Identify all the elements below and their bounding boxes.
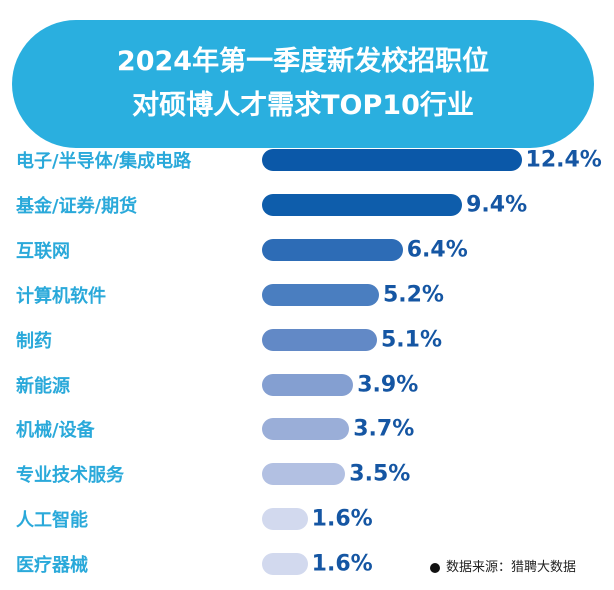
bar bbox=[262, 553, 308, 576]
value-label: 5.2% bbox=[382, 282, 444, 308]
category-label: 互联网 bbox=[16, 240, 70, 262]
value-label: 12.4% bbox=[525, 147, 602, 173]
value-label: 9.4% bbox=[466, 192, 528, 218]
source-note: 数据来源：猎聘大数据 bbox=[430, 556, 576, 575]
title-line-2: 对硕博人才需求TOP10行业 bbox=[132, 90, 474, 121]
bullet-icon bbox=[430, 562, 440, 573]
bar bbox=[262, 328, 377, 351]
bar bbox=[262, 463, 346, 486]
title-line-1: 2024年第一季度新发校招职位 bbox=[116, 46, 490, 77]
value-label: 1.6% bbox=[311, 506, 373, 532]
bar bbox=[262, 149, 522, 171]
title-banner: 2024年第一季度新发校招职位 对硕博人才需求TOP10行业 bbox=[12, 20, 594, 148]
bar bbox=[262, 373, 354, 396]
category-label: 人工智能 bbox=[16, 510, 88, 532]
category-label: 电子/半导体/集成电路 bbox=[16, 151, 192, 172]
value-label: 5.1% bbox=[380, 327, 442, 353]
category-label: 制药 bbox=[16, 330, 52, 352]
category-label: 新能源 bbox=[16, 375, 70, 397]
bar bbox=[262, 508, 308, 531]
source-text: 数据来源：猎聘大数据 bbox=[446, 560, 577, 575]
value-label: 6.4% bbox=[406, 237, 468, 263]
bar bbox=[262, 283, 379, 306]
bar bbox=[262, 193, 463, 216]
category-label: 机械/设备 bbox=[16, 420, 95, 442]
category-label: 计算机软件 bbox=[16, 285, 106, 307]
category-label: 专业技术服务 bbox=[16, 465, 124, 487]
bar bbox=[262, 238, 403, 261]
bar bbox=[262, 418, 350, 441]
value-label: 3.9% bbox=[357, 372, 419, 397]
value-label: 3.7% bbox=[353, 416, 415, 442]
value-label: 1.6% bbox=[311, 551, 373, 577]
value-label: 3.5% bbox=[349, 461, 411, 487]
category-label: 医疗器械 bbox=[16, 555, 88, 577]
category-label: 基金/证券/期货 bbox=[16, 195, 138, 217]
